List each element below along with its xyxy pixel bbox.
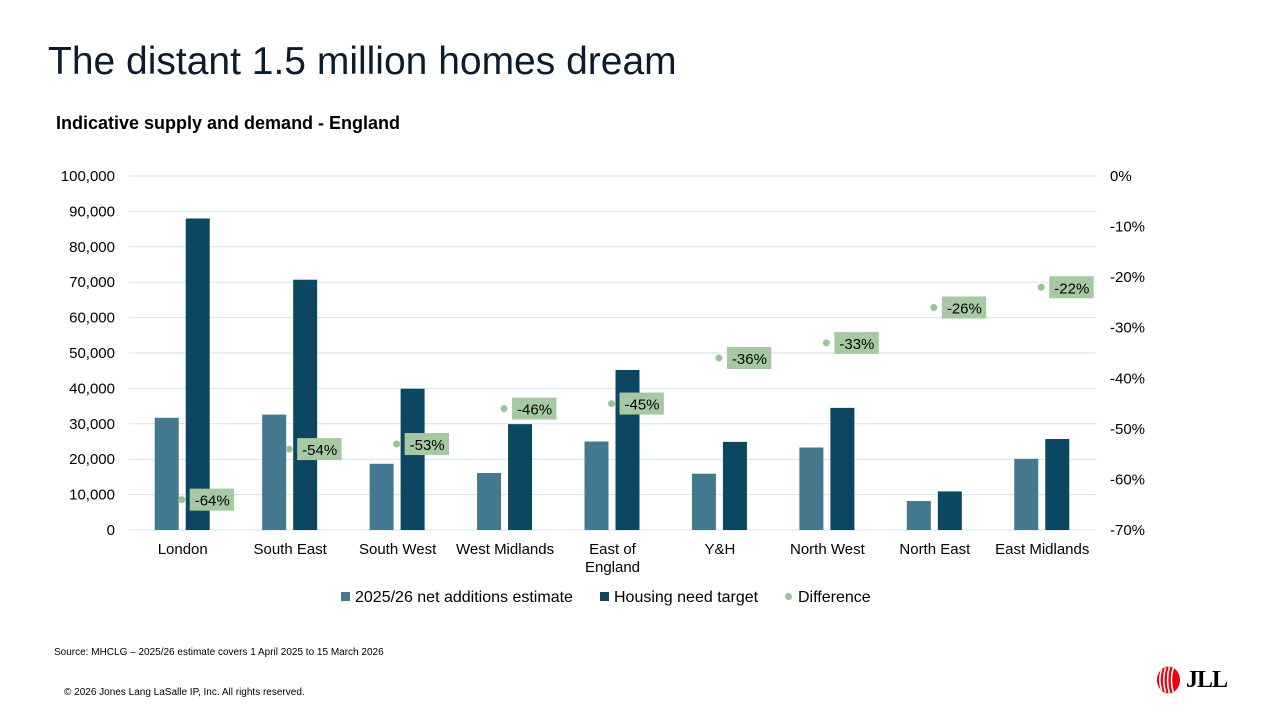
axis-labels: 0 10,000 20,000 30,000 40,000 50,000 60,000 70,… bbox=[61, 168, 1145, 576]
difference-label-box bbox=[619, 392, 664, 415]
difference-label-box bbox=[726, 347, 772, 370]
y-right-tick-label: -40% bbox=[1110, 370, 1145, 387]
gridlines bbox=[129, 175, 1096, 531]
difference-label-box bbox=[1049, 276, 1094, 299]
y-left-tick-label: 80,000 bbox=[69, 239, 115, 256]
difference-marker bbox=[715, 354, 723, 362]
bar-estimate bbox=[154, 417, 179, 530]
difference-label-box bbox=[834, 331, 879, 354]
difference-label-box bbox=[941, 296, 987, 319]
legend: 2025/26 net additions estimate Housing ne… bbox=[341, 589, 871, 606]
bar-estimate bbox=[799, 447, 824, 530]
difference-marker bbox=[1037, 283, 1045, 291]
difference-marker bbox=[285, 445, 293, 453]
legend-label: 2025/26 net additions estimate bbox=[355, 589, 573, 606]
bar-estimate bbox=[1014, 458, 1039, 530]
difference-label: -33% bbox=[839, 336, 874, 353]
logo-text: JLL bbox=[1185, 666, 1228, 693]
bar-target bbox=[185, 218, 210, 531]
y-right-tick-label: 0% bbox=[1110, 168, 1132, 185]
chart-title: Indicative supply and demand - England bbox=[56, 113, 401, 133]
category-label: England bbox=[585, 559, 640, 576]
legend-swatch bbox=[341, 592, 350, 601]
legend-label: Difference bbox=[798, 589, 871, 606]
bar-target bbox=[1045, 439, 1070, 530]
y-right-tick-label: -10% bbox=[1110, 219, 1145, 236]
difference-marker bbox=[822, 339, 830, 347]
bar-target bbox=[937, 491, 962, 530]
y-left-tick-label: 40,000 bbox=[69, 380, 115, 397]
category-label: North West bbox=[790, 541, 866, 558]
y-left-tick-label: 10,000 bbox=[69, 487, 115, 504]
y-right-tick-label: -30% bbox=[1110, 320, 1145, 337]
y-right-tick-label: -50% bbox=[1110, 421, 1145, 438]
category-label: North East bbox=[899, 541, 971, 558]
bar-estimate bbox=[262, 414, 287, 530]
difference-label-box bbox=[512, 397, 557, 420]
y-left-tick-label: 100,000 bbox=[61, 168, 115, 185]
difference-label: -64% bbox=[195, 493, 230, 510]
bar-target bbox=[830, 407, 855, 530]
slide-title: The distant 1.5 million homes dream bbox=[48, 40, 677, 83]
difference-label: -36% bbox=[732, 351, 767, 368]
y-right-tick-label: -60% bbox=[1110, 471, 1145, 488]
bar-estimate bbox=[906, 500, 931, 530]
difference-label: -46% bbox=[517, 402, 552, 419]
bar-target bbox=[508, 424, 533, 530]
category-label: East Midlands bbox=[995, 541, 1089, 558]
difference-marker bbox=[930, 303, 938, 311]
bar-estimate bbox=[691, 473, 716, 530]
bar-target bbox=[293, 279, 318, 530]
source-note: Source: MHCLG – 2025/26 estimate covers … bbox=[54, 647, 384, 658]
bar-estimate bbox=[369, 463, 394, 530]
difference-label-box bbox=[404, 433, 450, 456]
y-left-tick-label: 20,000 bbox=[69, 451, 115, 468]
legend-swatch bbox=[785, 593, 792, 600]
category-label: East of bbox=[589, 541, 637, 558]
difference-label: -26% bbox=[947, 300, 982, 317]
difference-label: -53% bbox=[410, 437, 445, 454]
jll-logo-icon bbox=[1156, 666, 1181, 694]
category-label: London bbox=[158, 541, 208, 558]
y-right-tick-label: -20% bbox=[1110, 269, 1145, 286]
bar-target bbox=[722, 441, 747, 530]
difference-marker bbox=[393, 440, 401, 448]
bar-target bbox=[400, 388, 425, 530]
jll-logo: JLL bbox=[1155, 664, 1228, 696]
difference-label: -45% bbox=[625, 397, 660, 414]
category-label: West Midlands bbox=[456, 541, 554, 558]
y-left-tick-label: 90,000 bbox=[69, 203, 115, 220]
difference-marker bbox=[178, 496, 186, 504]
y-left-tick-label: 60,000 bbox=[69, 310, 115, 327]
bar-estimate bbox=[584, 441, 609, 530]
legend-swatch bbox=[600, 592, 609, 601]
difference-label: -22% bbox=[1054, 280, 1089, 297]
difference-marker bbox=[608, 400, 615, 408]
y-left-tick-label: 0 bbox=[107, 522, 115, 539]
legend-label: Housing need target bbox=[614, 589, 759, 606]
copyright-note: © 2026 Jones Lang LaSalle IP, Inc. All r… bbox=[64, 687, 305, 698]
y-left-tick-label: 50,000 bbox=[69, 345, 115, 362]
difference-label: -54% bbox=[302, 442, 337, 459]
category-label: South East bbox=[253, 541, 327, 558]
category-label: Y&H bbox=[705, 541, 736, 558]
difference-label-box bbox=[189, 488, 235, 511]
y-right-tick-label: -70% bbox=[1110, 522, 1145, 539]
category-label: South West bbox=[359, 541, 437, 558]
bar-estimate bbox=[477, 473, 502, 530]
y-left-tick-label: 30,000 bbox=[69, 416, 115, 433]
y-left-tick-label: 70,000 bbox=[69, 274, 115, 291]
bars bbox=[154, 218, 1070, 531]
chart: -64% -54% -53% -46% -45% -36% -33% -26% -22% 0 10… bbox=[61, 168, 1145, 606]
difference-markers: -64% -54% -53% -46% -45% -36% -33% -26% -22% bbox=[178, 276, 1094, 511]
difference-marker bbox=[500, 405, 508, 413]
difference-label-box bbox=[297, 438, 342, 461]
